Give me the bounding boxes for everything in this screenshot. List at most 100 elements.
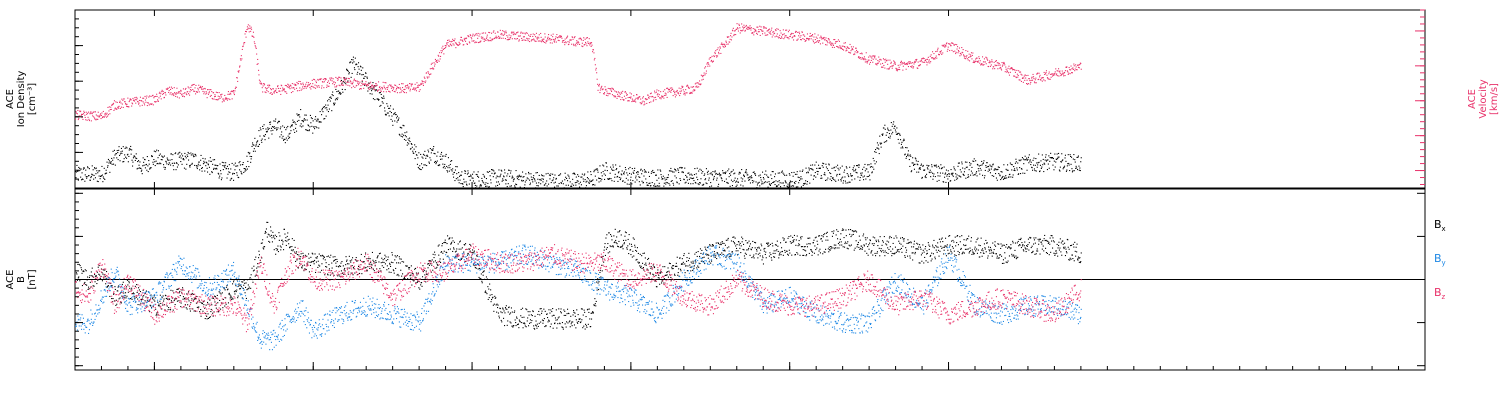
velocity-point: [506, 39, 508, 41]
density-point: [207, 171, 209, 173]
density-point: [934, 176, 936, 178]
density-point: [460, 183, 462, 185]
velocity-point: [1016, 73, 1018, 75]
density-point: [660, 170, 662, 172]
velocity-point: [261, 83, 263, 85]
density-point: [897, 138, 899, 140]
velocity-point: [375, 83, 377, 85]
bx-point: [348, 255, 350, 257]
velocity-point: [343, 78, 345, 80]
density-point: [439, 155, 441, 157]
density-point: [267, 129, 269, 131]
velocity-point: [716, 56, 718, 58]
velocity-point: [655, 99, 657, 101]
density-point: [120, 147, 122, 149]
bx-point: [159, 294, 161, 296]
density-point: [598, 177, 600, 179]
velocity-point: [1057, 75, 1059, 77]
velocity-point: [1065, 66, 1067, 68]
density-point: [983, 160, 985, 162]
velocity-point: [281, 90, 283, 92]
bx-point: [123, 288, 125, 290]
density-point: [884, 128, 886, 130]
bx-point: [105, 277, 107, 279]
velocity-point: [1043, 71, 1045, 73]
density-point: [291, 124, 293, 126]
bx-point: [277, 251, 279, 253]
density-point: [358, 68, 360, 70]
velocity-point: [612, 88, 614, 90]
density-point: [424, 164, 426, 166]
density-point: [416, 154, 418, 156]
velocity-point: [367, 83, 369, 85]
velocity-point: [1047, 77, 1049, 79]
density-point: [516, 184, 518, 186]
bx-point: [251, 278, 253, 280]
bx-point: [161, 297, 163, 299]
velocity-point: [228, 93, 230, 95]
density-point: [911, 170, 913, 172]
velocity-point: [795, 31, 797, 33]
density-point: [620, 173, 622, 175]
bx-point: [230, 296, 232, 298]
velocity-point: [1035, 77, 1037, 79]
bx-point: [215, 304, 217, 306]
density-point: [610, 166, 612, 168]
density-point: [450, 160, 452, 162]
density-point: [342, 91, 344, 93]
density-point: [781, 171, 783, 173]
density-point: [392, 108, 394, 110]
density-point: [992, 163, 994, 165]
velocity-point: [203, 91, 205, 93]
velocity-point: [482, 36, 484, 38]
density-point: [756, 187, 758, 189]
bx-point: [92, 275, 94, 277]
velocity-point: [198, 91, 200, 93]
density-point: [534, 180, 536, 182]
density-point: [187, 155, 189, 157]
density-point: [950, 169, 952, 171]
density-point: [958, 175, 960, 177]
velocity-point: [337, 79, 339, 81]
density-point: [767, 176, 769, 178]
velocity-point: [822, 42, 824, 44]
density-point: [478, 180, 480, 182]
velocity-point: [826, 40, 828, 42]
bx-point: [212, 315, 214, 317]
velocity-point: [767, 29, 769, 31]
velocity-point: [574, 36, 576, 38]
velocity-point: [277, 85, 279, 87]
velocity-point: [561, 37, 563, 39]
velocity-point: [757, 31, 759, 33]
velocity-point: [450, 44, 452, 46]
velocity-point: [622, 98, 624, 100]
density-point: [1064, 154, 1066, 156]
density-point: [997, 168, 999, 170]
velocity-point: [958, 50, 960, 52]
velocity-point: [200, 87, 202, 89]
velocity-point: [935, 51, 937, 53]
bx-point: [140, 302, 142, 304]
velocity-point: [834, 39, 836, 41]
density-point: [749, 176, 751, 178]
velocity-point: [173, 95, 175, 97]
density-point: [307, 130, 309, 132]
density-point: [1026, 159, 1028, 161]
velocity-point: [166, 88, 168, 90]
velocity-point: [786, 29, 788, 31]
density-point: [718, 172, 720, 174]
velocity-point: [1045, 72, 1047, 74]
bx-point: [87, 276, 89, 278]
density-point: [290, 124, 292, 126]
density-point: [835, 166, 837, 168]
velocity-point: [875, 58, 877, 60]
velocity-point: [885, 58, 887, 60]
density-point: [297, 115, 299, 117]
density-point: [335, 97, 337, 99]
velocity-point: [468, 41, 470, 43]
density-point: [998, 166, 1000, 168]
velocity-point: [783, 38, 785, 40]
velocity-point: [721, 42, 723, 44]
density-point: [993, 175, 995, 177]
velocity-point: [487, 40, 489, 42]
